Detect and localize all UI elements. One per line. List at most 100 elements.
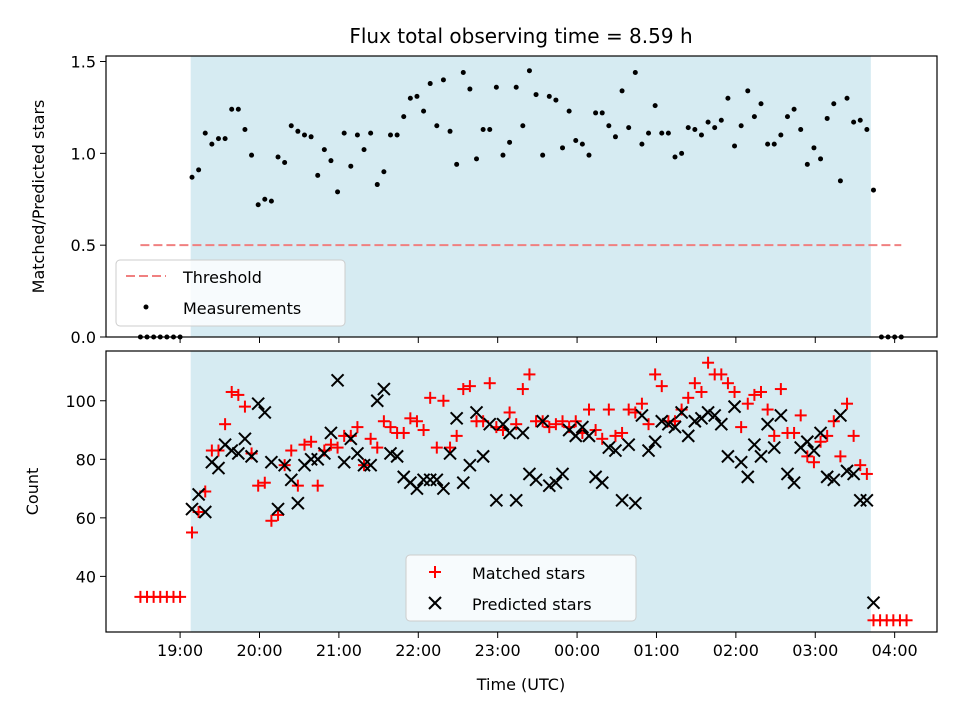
measurement-point bbox=[440, 77, 446, 83]
matched-star-point bbox=[596, 432, 609, 445]
predicted-star-point bbox=[820, 470, 834, 484]
predicted-star-point bbox=[747, 437, 762, 452]
predicted-star-point bbox=[774, 408, 788, 423]
predicted-star-point bbox=[225, 443, 239, 458]
predicted-star-point bbox=[582, 429, 596, 443]
predicted-star-point bbox=[674, 405, 689, 420]
measurement-point bbox=[771, 141, 777, 147]
predicted-star-point bbox=[608, 443, 623, 458]
predicted-star-point bbox=[727, 399, 742, 414]
predicted-star-point bbox=[648, 435, 662, 449]
predicted-star-point bbox=[198, 505, 212, 519]
measurement-point bbox=[328, 158, 334, 164]
matched-star-point bbox=[397, 426, 410, 439]
predicted-star-point bbox=[463, 458, 477, 472]
matched-star-point bbox=[735, 421, 748, 434]
matched-star-point bbox=[860, 467, 873, 480]
predicted-star-point bbox=[350, 446, 365, 461]
measurement-points bbox=[137, 68, 904, 340]
predicted-star-point bbox=[436, 481, 451, 496]
bottom-y-axis-label: Count bbox=[23, 468, 42, 516]
measurement-point bbox=[811, 145, 817, 151]
matched-star-point bbox=[384, 421, 397, 434]
measurement-point bbox=[725, 95, 731, 101]
matched-star-point bbox=[324, 438, 337, 451]
measurement-point bbox=[533, 92, 539, 98]
matched-star-point bbox=[285, 444, 298, 457]
measurement-point bbox=[784, 114, 790, 120]
x-tick-label: 04:00 bbox=[872, 641, 918, 660]
matched-star-point bbox=[616, 426, 629, 439]
measurement-point bbox=[685, 125, 691, 131]
matched-star-point bbox=[232, 388, 245, 401]
predicted-star-point bbox=[641, 443, 656, 458]
measurement-point bbox=[196, 167, 202, 173]
legend-predicted-swatch bbox=[428, 596, 442, 610]
y-tick-label: 60 bbox=[76, 509, 96, 528]
matched-star-point bbox=[755, 385, 768, 398]
matched-star-point bbox=[834, 450, 847, 463]
predicted-star-point bbox=[509, 493, 523, 507]
measurement-point bbox=[282, 160, 288, 166]
predicted-star-point bbox=[741, 470, 755, 484]
x-tick-label: 22:00 bbox=[395, 641, 441, 660]
measurement-point bbox=[321, 147, 327, 153]
measurement-point bbox=[546, 93, 552, 99]
measurement-point bbox=[308, 134, 314, 140]
predicted-star-point bbox=[595, 476, 609, 490]
predicted-star-point bbox=[258, 405, 272, 420]
measurement-point bbox=[354, 132, 360, 138]
measurement-point bbox=[262, 196, 268, 202]
matched-star-point bbox=[827, 415, 840, 428]
predicted-star-point bbox=[363, 458, 378, 472]
matched-star-point bbox=[721, 377, 734, 390]
measurement-point bbox=[414, 93, 420, 99]
matched-star-point bbox=[225, 385, 238, 398]
matched-star-point bbox=[774, 383, 787, 396]
matched-star-point bbox=[212, 444, 225, 457]
matched-star-point bbox=[748, 388, 761, 401]
measurement-point bbox=[348, 163, 354, 169]
predicted-star-point bbox=[780, 467, 795, 481]
measurement-point bbox=[421, 108, 427, 114]
predicted-star-point bbox=[734, 455, 748, 469]
measurement-point bbox=[229, 106, 235, 112]
predicted-star-point bbox=[668, 420, 682, 434]
measurement-point bbox=[870, 187, 876, 193]
matched-star-point bbox=[272, 508, 285, 521]
predicted-star-point bbox=[635, 408, 649, 423]
top-legend: Threshold Measurements bbox=[115, 259, 346, 327]
matched-star-point bbox=[437, 394, 450, 407]
measurement-point bbox=[401, 114, 407, 120]
measurement-point bbox=[646, 130, 652, 136]
predicted-star-point bbox=[833, 408, 848, 423]
matched-star-point bbox=[841, 397, 854, 410]
measurement-point bbox=[606, 123, 612, 129]
x-tick-label: 01:00 bbox=[633, 641, 679, 660]
measurement-point bbox=[798, 126, 804, 132]
predicted-star-point bbox=[714, 417, 729, 431]
predicted-star-point bbox=[807, 443, 821, 458]
matched-star-point bbox=[768, 429, 781, 442]
matched-star-point bbox=[298, 438, 311, 451]
matched-star-point bbox=[174, 590, 187, 603]
measurement-point bbox=[407, 95, 413, 101]
predicted-star-point bbox=[277, 458, 292, 472]
measurement-point bbox=[341, 130, 347, 136]
matched-star-point bbox=[364, 432, 377, 445]
measurement-point bbox=[361, 147, 367, 153]
top-y-axis-label: Matched/Predicted stars bbox=[29, 100, 48, 294]
measurement-point bbox=[758, 101, 764, 107]
predicted-star-point bbox=[337, 455, 351, 469]
matched-star-point bbox=[483, 377, 496, 390]
legend-predicted-label: Predicted stars bbox=[472, 595, 592, 614]
measurement-point bbox=[791, 106, 797, 112]
measurement-point bbox=[659, 130, 665, 136]
matched-star-point bbox=[788, 426, 801, 439]
predicted-star-point bbox=[291, 496, 305, 510]
matched-star-point bbox=[417, 424, 430, 437]
matched-star-point bbox=[543, 421, 556, 434]
matched-star-point bbox=[794, 409, 807, 422]
top-axes-frame bbox=[105, 55, 938, 338]
